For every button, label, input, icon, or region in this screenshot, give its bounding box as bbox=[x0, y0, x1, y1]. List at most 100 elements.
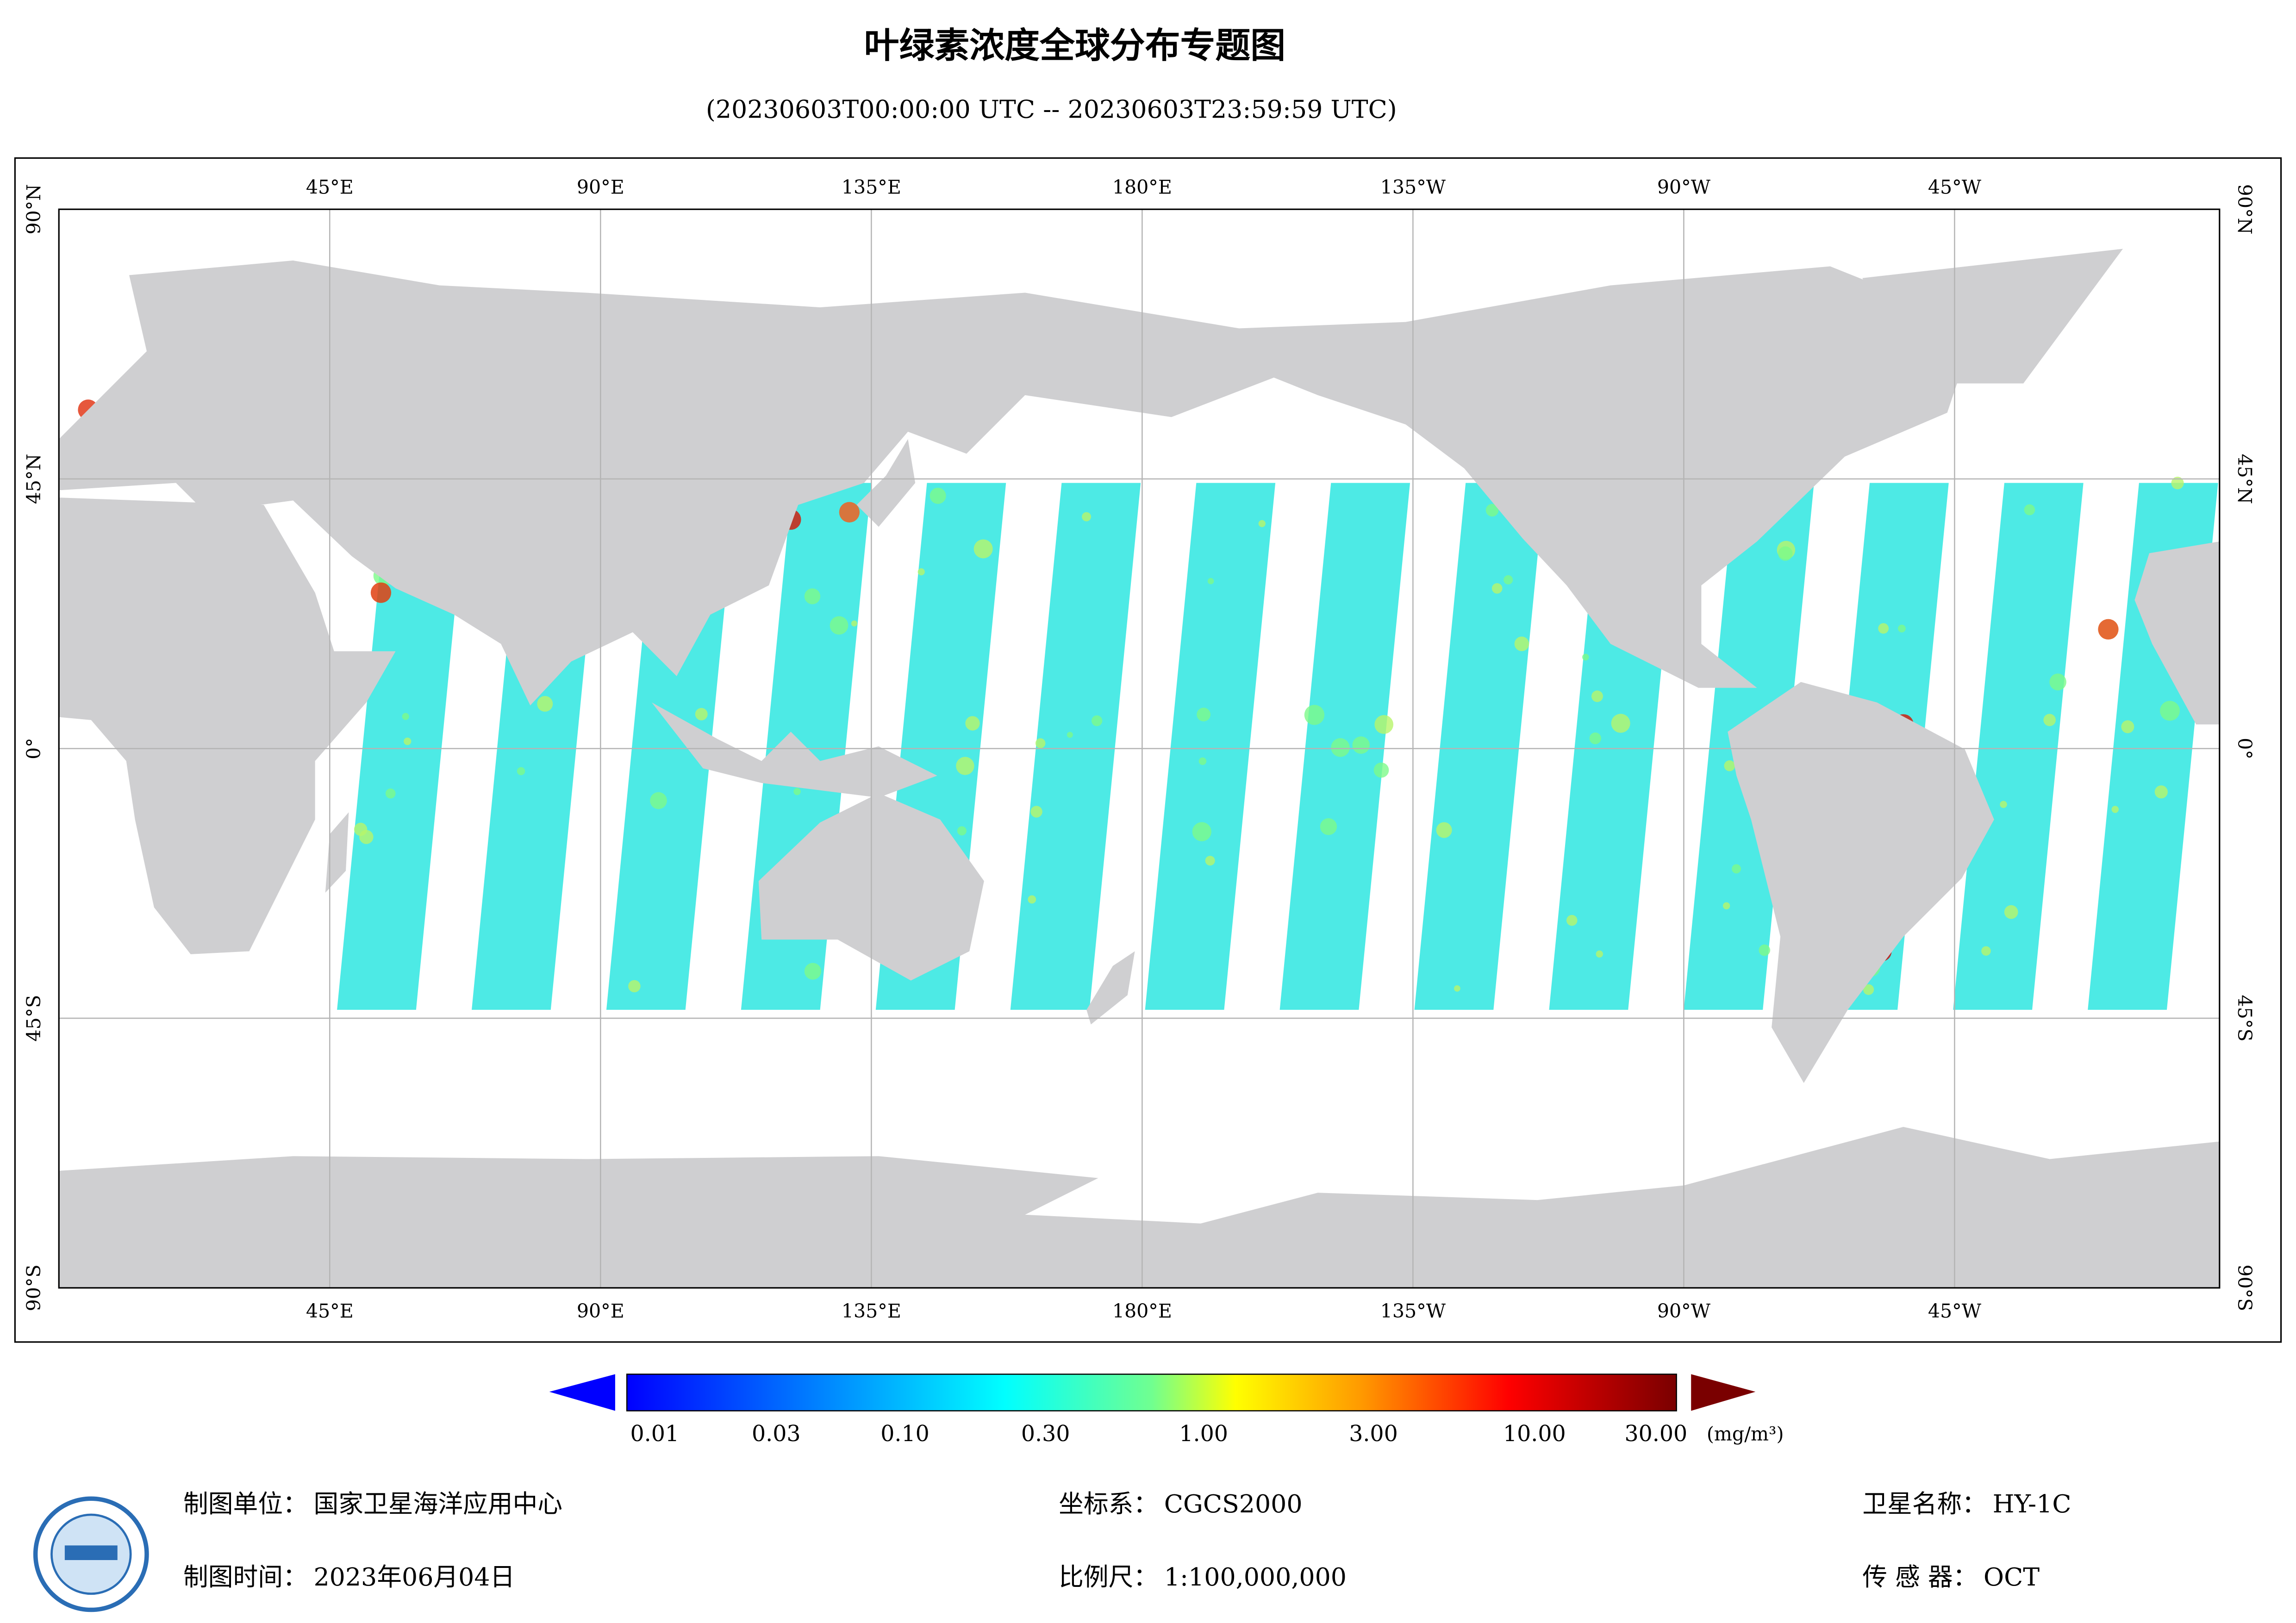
chl-patch bbox=[1067, 732, 1073, 738]
chl-patch bbox=[1566, 914, 1578, 926]
chl-patch bbox=[404, 737, 412, 746]
colorbar-tick-label: 3.00 bbox=[1349, 1421, 1398, 1447]
footer-item: 传 感 器： OCT bbox=[1862, 1562, 2040, 1592]
chl-patch bbox=[2121, 720, 2134, 734]
chl-patch bbox=[1582, 653, 1589, 661]
chl-patch bbox=[1258, 520, 1266, 528]
footer-label: 坐标系： bbox=[1059, 1489, 1158, 1518]
chl-patch bbox=[2043, 714, 2056, 727]
chl-patch bbox=[2024, 504, 2035, 516]
chl-patch bbox=[965, 716, 980, 731]
colorbar-tick-label: 0.30 bbox=[1021, 1421, 1070, 1447]
footer-value: HY-1C bbox=[1993, 1489, 2071, 1518]
chl-patch bbox=[930, 487, 946, 504]
swath bbox=[1414, 483, 1545, 1010]
colorbar-tick-label: 0.01 bbox=[630, 1421, 680, 1447]
map bbox=[59, 209, 2220, 1288]
land bbox=[59, 249, 2220, 1288]
lat-label: 90°S bbox=[23, 1264, 45, 1311]
chl-patch bbox=[2004, 905, 2018, 919]
swath bbox=[1145, 483, 1276, 1010]
colorbar-low-arrow bbox=[549, 1374, 615, 1411]
footer-value: 国家卫星海洋应用中心 bbox=[313, 1489, 562, 1518]
chl-patch bbox=[1485, 504, 1499, 517]
lon-label: 90°E bbox=[577, 1300, 624, 1322]
chl-patch bbox=[1596, 950, 1603, 958]
subtitle: (20230603T00:00:00 UTC -- 20230603T23:59… bbox=[706, 94, 1397, 124]
lat-label: 90°N bbox=[23, 184, 45, 235]
chl-patch bbox=[1331, 738, 1350, 757]
new-zealand bbox=[1086, 951, 1135, 1025]
chl-patch bbox=[804, 963, 822, 980]
chl-patch bbox=[957, 826, 967, 836]
chl-patch bbox=[517, 767, 525, 776]
chl-patch bbox=[1320, 818, 1337, 835]
chl-patch bbox=[1981, 946, 1991, 956]
chl-patch bbox=[956, 757, 974, 775]
lon-label: 45°W bbox=[1928, 176, 1982, 198]
chl-patch bbox=[1878, 623, 1889, 634]
africa bbox=[59, 497, 396, 954]
chl-patch bbox=[1205, 856, 1215, 866]
chl-patch bbox=[1722, 902, 1730, 909]
colorbar-tick-label: 10.00 bbox=[1503, 1421, 1566, 1447]
logo bbox=[33, 1496, 149, 1612]
lat-label: 45°S bbox=[23, 995, 45, 1042]
chl-patch bbox=[2000, 801, 2007, 808]
footer-label: 制图时间： bbox=[183, 1562, 308, 1592]
chl-patch bbox=[851, 620, 857, 627]
lon-label: 90°E bbox=[577, 176, 624, 198]
chl-patch bbox=[402, 713, 409, 720]
chl-patch bbox=[973, 539, 993, 559]
chl-patch bbox=[830, 616, 849, 635]
eurasia bbox=[59, 260, 1274, 706]
lon-label: 180°E bbox=[1112, 1300, 1172, 1322]
footer-value: 1:100,000,000 bbox=[1164, 1562, 1347, 1592]
chl-patch bbox=[385, 788, 396, 799]
south-america bbox=[1728, 682, 1994, 1083]
lon-label: 45°E bbox=[306, 1300, 354, 1322]
colorbar-tick-label: 0.10 bbox=[880, 1421, 930, 1447]
frame bbox=[14, 157, 2282, 1343]
footer-item: 卫星名称： HY-1C bbox=[1862, 1489, 2071, 1518]
chl-patch bbox=[1198, 757, 1207, 765]
chl-patch bbox=[793, 788, 801, 796]
footer-label: 比例尺： bbox=[1059, 1562, 1158, 1592]
chl-patch bbox=[1035, 738, 1046, 748]
chl-patch bbox=[1589, 732, 1601, 745]
chl-patch bbox=[1759, 944, 1771, 956]
footer-item: 比例尺： 1:100,000,000 bbox=[1059, 1562, 1347, 1592]
chl-patch bbox=[2160, 701, 2180, 721]
swath bbox=[337, 483, 468, 1010]
chl-patch bbox=[1082, 512, 1092, 522]
chl-patch bbox=[804, 588, 821, 604]
lon-label: 90°W bbox=[1657, 176, 1711, 198]
chl-patch bbox=[1352, 736, 1370, 754]
chl-patch bbox=[1373, 762, 1389, 778]
chl-patch bbox=[359, 830, 374, 844]
lon-label: 45°E bbox=[306, 176, 354, 198]
chl-patch bbox=[1514, 636, 1529, 652]
footer-value: CGCS2000 bbox=[1164, 1489, 1303, 1518]
swath bbox=[1953, 483, 2084, 1010]
lat-label: 45°N bbox=[23, 454, 45, 504]
chl-patch bbox=[2111, 806, 2119, 813]
lon-label: 135°W bbox=[1380, 176, 1446, 198]
title: 叶绿素浓度全球分布专题图 bbox=[864, 25, 1286, 66]
indonesia bbox=[651, 702, 937, 798]
map-border bbox=[58, 208, 2221, 1289]
lat-label: 45°S bbox=[2234, 995, 2256, 1042]
chl-patch bbox=[1897, 624, 1906, 633]
north-america bbox=[1215, 266, 1977, 688]
chl-patch bbox=[1207, 578, 1214, 585]
chl-patch bbox=[1724, 760, 1735, 771]
swath bbox=[1010, 483, 1141, 1010]
lon-label: 135°W bbox=[1380, 1300, 1446, 1322]
lon-label: 135°E bbox=[842, 176, 901, 198]
colorbar-tick-label: 30.00 bbox=[1624, 1421, 1687, 1447]
lon-label: 180°E bbox=[1112, 176, 1172, 198]
colorbar-high-arrow bbox=[1691, 1374, 1756, 1411]
chl-patch bbox=[1091, 715, 1103, 727]
colorbar-tick-label: 1.00 bbox=[1179, 1421, 1228, 1447]
chl-patch bbox=[1611, 714, 1630, 733]
